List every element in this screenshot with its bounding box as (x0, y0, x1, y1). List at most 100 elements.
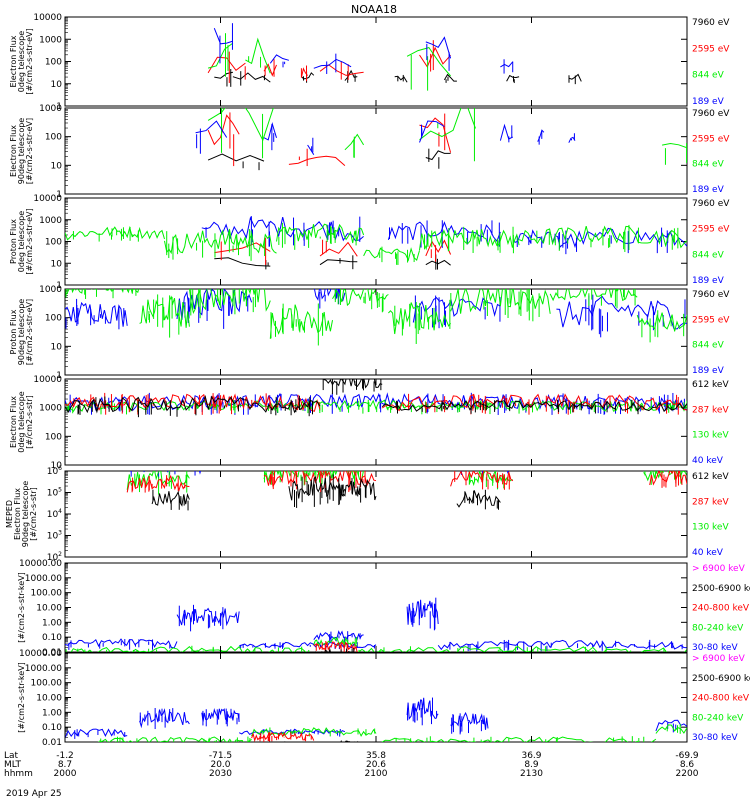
y-tick-label: 1000 (39, 104, 62, 114)
trace-segment (655, 719, 687, 732)
y-tick-label: 1 (56, 102, 62, 112)
trace-segment (214, 71, 234, 79)
y-tick-label: 1000 (39, 216, 62, 226)
y-tick-label: 1000 (39, 285, 62, 295)
y-tick-label: 0.01 (42, 648, 62, 658)
trace-segment (419, 117, 452, 153)
legend-entry: 30-80 keV (692, 643, 738, 653)
trace-segment (269, 304, 333, 339)
legend-entry: 2500-6900 keV (692, 584, 750, 594)
y-tick-label: 10.00 (36, 694, 62, 704)
trace-segment (499, 123, 514, 141)
trace-segment (126, 471, 190, 490)
y-tick-label: 1 (56, 190, 62, 200)
y-axis-label: MEPED (5, 500, 14, 528)
y-tick-label: 0.10 (42, 633, 62, 643)
y-tick-label: 100.00 (31, 679, 63, 689)
series-magenta (314, 655, 358, 674)
trace-segment (425, 239, 452, 257)
legend-entry: 287 keV (692, 405, 729, 415)
y-axis-label: Electron Flux (9, 35, 18, 87)
trace-segment (251, 727, 377, 737)
trace-segment (65, 289, 140, 295)
legend-entry: 80-240 keV (692, 713, 744, 723)
y-axis-label: 90deg telescope (17, 118, 26, 185)
panel-5: 10 100 1000 10000 Electron Flux 0deg telescop… (9, 375, 729, 471)
legend-entry: 240-800 keV (692, 694, 750, 704)
trace-segment (130, 471, 202, 475)
y-axis-label: [#/cm2-s-str-eV] (25, 28, 34, 94)
legend-entry: 2595 eV (692, 315, 730, 325)
trace-segment (506, 74, 520, 82)
legend-entry: 130 keV (692, 523, 729, 533)
trace-segment (239, 641, 377, 649)
legend-entry: 844 eV (692, 341, 725, 351)
trace-segment (394, 75, 408, 83)
y-tick-label: 100 (45, 314, 62, 324)
y-tick-label: 10 (51, 161, 63, 171)
trace-segment (313, 58, 352, 69)
y-tick-label: 1000.00 (25, 664, 62, 674)
panel-frame (64, 562, 688, 653)
series-magenta (252, 745, 345, 767)
footer-row-label: hhmm (4, 769, 33, 779)
trace-segment (126, 474, 190, 493)
y-axis-label: [#/cm2-s-str-keV] (17, 572, 26, 643)
y-axis-label: 90deg telescope (21, 481, 30, 548)
trace-segment (381, 736, 657, 742)
series-black (207, 148, 451, 171)
series-red (207, 112, 452, 167)
panel-7: 0.01 0.10 1.00 10.00 100.00 1000.00 10000.00 [#… (17, 559, 750, 674)
legend-entry: 2500-6900 keV (692, 674, 750, 684)
legend-entry: 612 keV (692, 380, 729, 390)
panel-frame (64, 378, 688, 466)
trace-segment (314, 647, 355, 652)
trace-segment (450, 711, 489, 730)
y-axis-label: Electron Flux (9, 396, 18, 448)
legend-entry: 189 eV (692, 366, 725, 376)
trace-segment (65, 301, 128, 327)
trace-segment (176, 607, 240, 627)
y-axis-label: [#/cm2-s-str-eV] (25, 299, 34, 365)
footer-value: 20.6 (366, 760, 386, 770)
trace-segment (264, 743, 326, 745)
date-label: 2019 Apr 25 (6, 789, 62, 799)
y-axis-label: 90deg telescope (17, 299, 26, 366)
series-green (65, 636, 687, 652)
footer-value: 2200 (676, 769, 699, 779)
footer-value: 8.9 (524, 760, 539, 770)
trace-segment (97, 736, 252, 742)
legend-entry: 2595 eV (692, 134, 730, 144)
trace-segment (288, 475, 346, 501)
trace-segment (213, 28, 234, 45)
series-red (126, 471, 687, 493)
legend-entry: 844 eV (692, 160, 725, 170)
y-tick-label: 1.00 (42, 708, 62, 718)
trace-segment (313, 641, 358, 652)
trace-segment (65, 394, 321, 414)
series-green (65, 222, 687, 265)
legend-entry: 7960 eV (692, 18, 730, 28)
legend-entry: 40 keV (692, 548, 724, 558)
footer-value: 20.0 (210, 760, 230, 770)
y-tick-label: 1 (56, 281, 62, 291)
y-axis-label: Electron Flux (13, 488, 22, 540)
legend-entry: 844 eV (692, 250, 725, 260)
footer-value: 2130 (520, 769, 543, 779)
footer-value: 36.9 (521, 751, 541, 761)
y-tick-label: 0.10 (42, 723, 62, 733)
trace-segment (437, 639, 687, 651)
y-tick-label: 1000.00 (25, 574, 62, 584)
trace-segment (65, 638, 178, 649)
panel-2: 1 10 100 1000 Electron Flux 90deg telescope [#… (9, 104, 730, 200)
legend-entry: 612 keV (692, 472, 729, 482)
y-tick-label: 10 (51, 461, 63, 471)
chart-title: NOAA18 (351, 3, 397, 16)
footer-value: 2100 (365, 769, 388, 779)
y-tick-label: 10000 (33, 375, 62, 385)
legend-entry: 130 keV (692, 431, 729, 441)
trace-segment (450, 289, 551, 314)
